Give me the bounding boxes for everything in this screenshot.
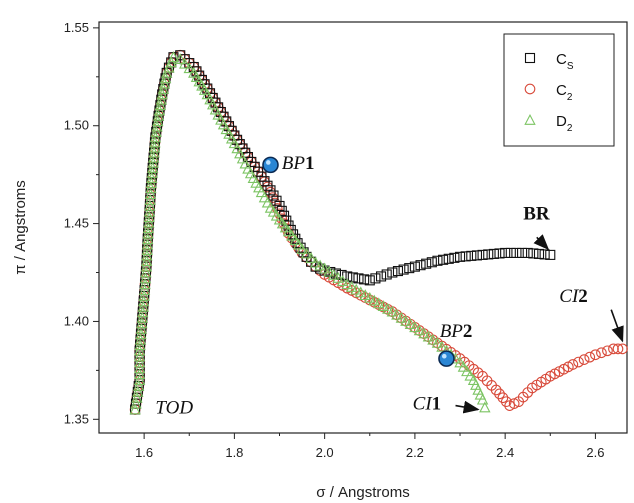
annotation-bp2: BP2 — [440, 321, 473, 342]
legend-label-sub: 2 — [567, 92, 573, 103]
data-point — [603, 346, 613, 356]
data-point — [535, 249, 544, 258]
highlight-point — [263, 157, 278, 172]
data-point — [529, 249, 538, 258]
data-point — [585, 352, 595, 362]
annotation-br: BR — [523, 204, 550, 225]
data-point — [523, 248, 532, 257]
annotation-ci1: CI1 — [413, 394, 442, 415]
data-point — [506, 248, 515, 257]
annotation-arrow — [537, 237, 548, 249]
series-d2 — [130, 52, 489, 413]
data-point — [478, 250, 487, 259]
data-point — [501, 248, 510, 257]
annotation-arrow — [456, 406, 479, 410]
annotation-bold-part: 1 — [305, 153, 315, 174]
annotation-italic-part: CI — [413, 394, 434, 415]
annotation-bold-part: 2 — [578, 286, 588, 307]
x-tick-label: 2.2 — [406, 445, 424, 460]
data-point — [371, 274, 380, 283]
data-point — [472, 251, 481, 260]
annotation-bold-part: BR — [523, 204, 550, 225]
y-tick-label: 1.35 — [64, 411, 89, 426]
data-point — [461, 252, 470, 261]
legend-label-main: D — [556, 113, 567, 130]
annotation-bold-part: 2 — [463, 321, 473, 342]
x-tick-label: 1.8 — [225, 445, 243, 460]
data-point — [489, 249, 498, 258]
data-point — [546, 250, 555, 259]
annotation-italic-part: CI — [559, 286, 580, 307]
y-tick-label: 1.40 — [64, 313, 89, 328]
series-cs — [131, 51, 555, 414]
legend-label-main: C — [556, 51, 567, 68]
data-point — [579, 355, 589, 365]
annotation-ci2: CI2 — [559, 286, 588, 307]
annotation-arrow — [611, 310, 622, 341]
data-point — [495, 249, 504, 258]
annotation-bold-part: 1 — [432, 394, 442, 415]
data-point — [597, 348, 607, 358]
data-point — [591, 350, 601, 360]
y-tick-label: 1.55 — [64, 20, 89, 35]
data-point — [382, 270, 391, 279]
data-point — [518, 248, 527, 257]
data-point — [484, 250, 493, 259]
annotation-italic-part: BP — [282, 153, 306, 174]
annotation-bp1: BP1 — [282, 153, 315, 174]
y-tick-label: 1.50 — [64, 118, 89, 133]
highlight-point-gloss — [266, 160, 271, 165]
legend: CSC2D2 — [504, 34, 614, 146]
data-point — [377, 272, 386, 281]
legend-label-main: C — [556, 82, 567, 99]
x-tick-label: 1.6 — [135, 445, 153, 460]
annotation-italic-part: TOD — [155, 397, 193, 418]
x-tick-label: 2.6 — [586, 445, 604, 460]
x-axis-label: σ / Angstroms — [316, 484, 409, 501]
annotation-tod: TOD — [155, 397, 193, 418]
legend-label-sub: 2 — [567, 123, 573, 134]
highlight-point-gloss — [442, 354, 447, 359]
x-tick-label: 2.0 — [316, 445, 334, 460]
data-point — [540, 250, 549, 259]
data-point — [467, 251, 476, 260]
highlight-point — [439, 351, 454, 366]
x-tick-label: 2.4 — [496, 445, 514, 460]
data-point — [574, 357, 584, 367]
legend-label-sub: S — [567, 61, 574, 72]
y-axis-label: π / Angstroms — [12, 180, 29, 275]
annotation-italic-part: BP — [440, 321, 464, 342]
y-tick-label: 1.45 — [64, 216, 89, 231]
data-point — [512, 248, 521, 257]
